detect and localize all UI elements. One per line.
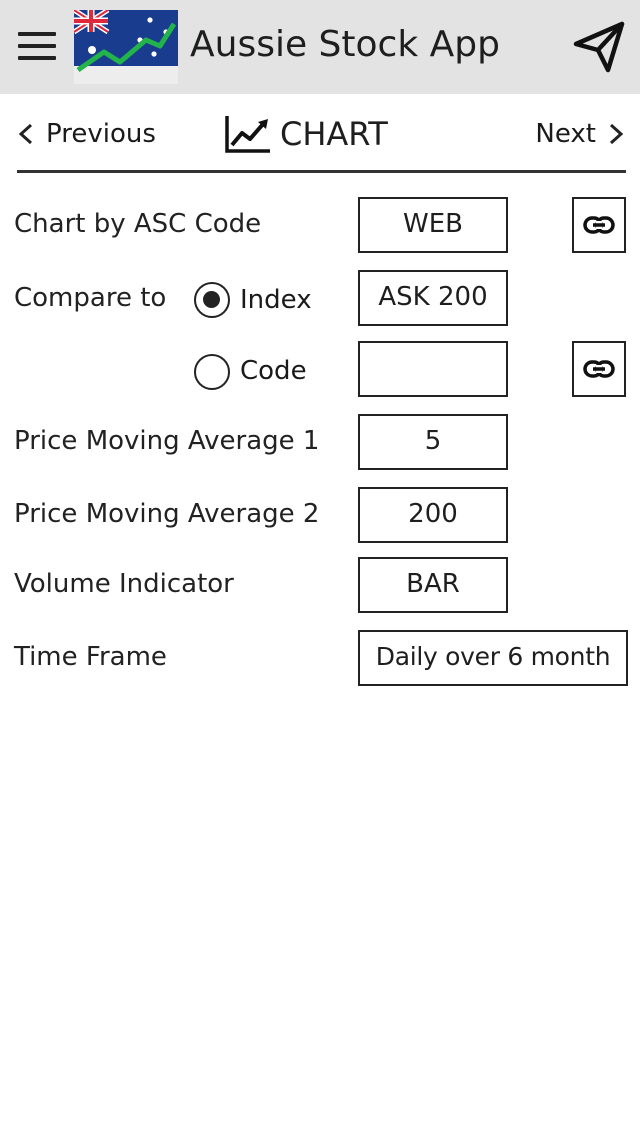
link-icon bbox=[583, 360, 615, 378]
hamburger-menu-icon[interactable] bbox=[18, 30, 58, 62]
time-frame-label: Time Frame bbox=[14, 642, 167, 672]
chart-tab[interactable]: CHART bbox=[224, 110, 388, 158]
aussie-flag-chart-logo[interactable] bbox=[74, 10, 178, 84]
time-frame-input[interactable]: Daily over 6 month bbox=[358, 630, 628, 686]
asc-code-label: Chart by ASC Code bbox=[14, 209, 262, 239]
compare-code-link-button[interactable] bbox=[572, 341, 626, 397]
index-radio-label[interactable]: Index bbox=[240, 285, 312, 315]
pma2-label: Price Moving Average 2 bbox=[14, 499, 320, 529]
pma1-input[interactable]: 5 bbox=[358, 414, 508, 470]
link-icon bbox=[583, 216, 615, 234]
code-radio-label[interactable]: Code bbox=[240, 356, 307, 386]
chart-tab-label: CHART bbox=[280, 115, 388, 153]
pma1-label: Price Moving Average 1 bbox=[14, 426, 320, 456]
nav-divider bbox=[17, 170, 626, 173]
volume-indicator-input[interactable]: BAR bbox=[358, 557, 508, 613]
compare-to-label: Compare to bbox=[14, 283, 167, 313]
previous-button[interactable]: Previous bbox=[16, 112, 156, 156]
chevron-right-icon bbox=[609, 123, 624, 145]
compare-code-input[interactable] bbox=[358, 341, 508, 397]
radio-selected-dot bbox=[203, 291, 220, 308]
index-radio[interactable] bbox=[194, 282, 230, 318]
next-label: Next bbox=[535, 119, 596, 149]
app-title: Aussie Stock App bbox=[190, 24, 500, 65]
previous-label: Previous bbox=[46, 119, 156, 149]
chevron-left-icon bbox=[18, 123, 33, 145]
index-input[interactable]: ASK 200 bbox=[358, 270, 508, 326]
code-radio[interactable] bbox=[194, 354, 230, 390]
volume-indicator-label: Volume Indicator bbox=[14, 569, 234, 599]
pma2-input[interactable]: 200 bbox=[358, 487, 508, 543]
asc-code-link-button[interactable] bbox=[572, 197, 626, 253]
paper-plane-icon[interactable] bbox=[572, 20, 626, 74]
app-header: Aussie Stock App bbox=[0, 0, 640, 94]
asc-code-input[interactable]: WEB bbox=[358, 197, 508, 253]
line-chart-icon bbox=[225, 116, 270, 153]
next-button[interactable]: Next bbox=[535, 112, 626, 156]
